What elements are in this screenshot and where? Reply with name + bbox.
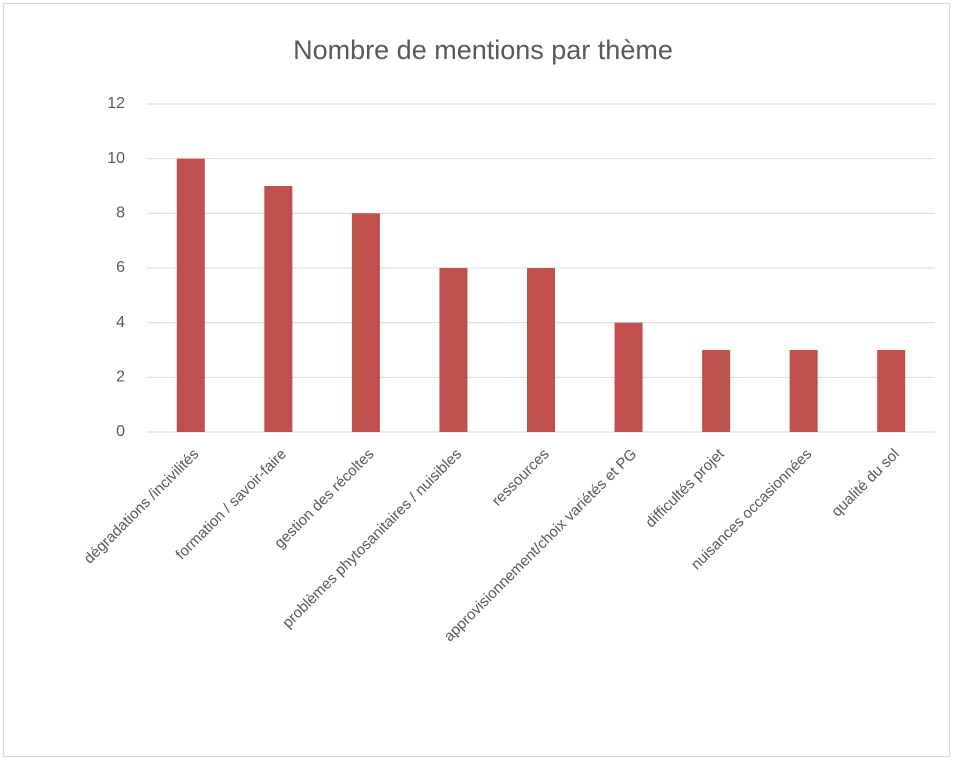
bar bbox=[439, 268, 468, 432]
bar bbox=[176, 158, 205, 432]
y-tick-label: 8 bbox=[116, 205, 125, 222]
y-tick-label: 2 bbox=[116, 369, 125, 386]
y-tick-label: 0 bbox=[116, 423, 125, 440]
bar bbox=[527, 268, 555, 432]
y-tick-label: 12 bbox=[107, 95, 125, 112]
bar bbox=[702, 350, 731, 432]
y-tick-label: 10 bbox=[107, 150, 125, 167]
bar bbox=[264, 186, 293, 432]
bar bbox=[351, 213, 380, 432]
y-tick-label: 6 bbox=[116, 259, 125, 276]
bar bbox=[789, 350, 818, 432]
bar bbox=[877, 350, 906, 432]
bar bbox=[614, 322, 643, 432]
y-tick-label: 4 bbox=[116, 314, 125, 331]
chart-title: Nombre de mentions par thème bbox=[293, 35, 673, 65]
